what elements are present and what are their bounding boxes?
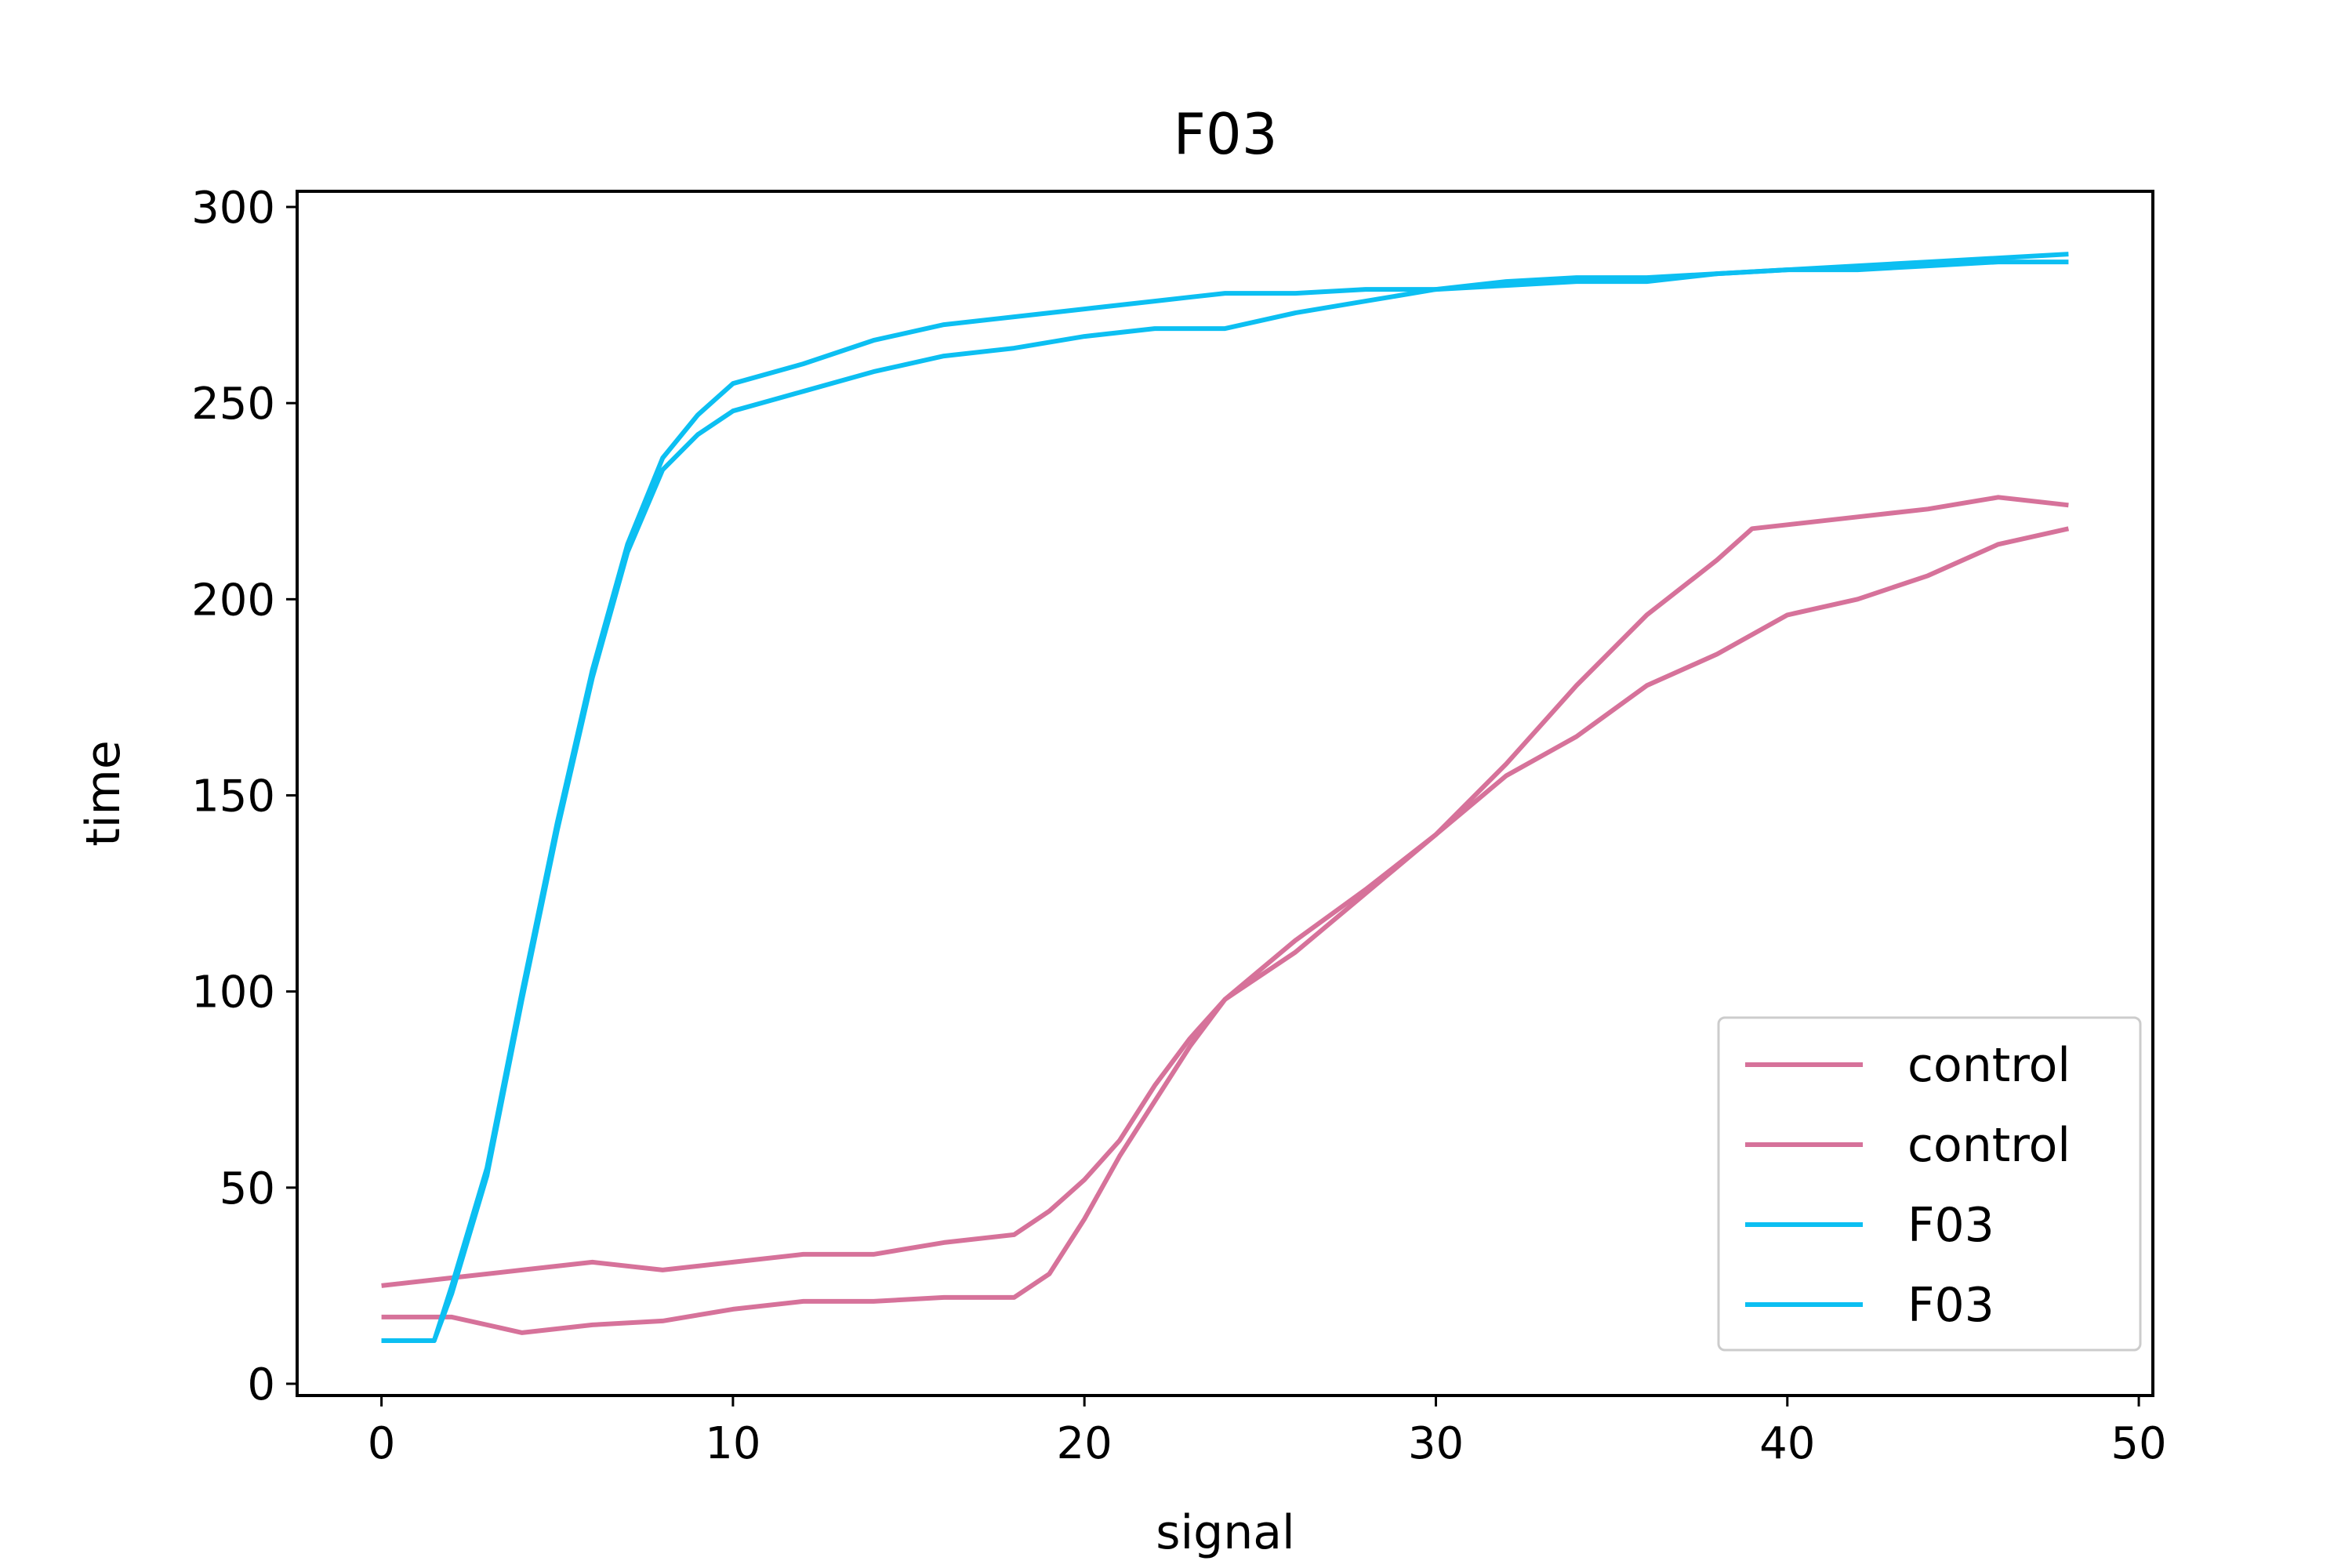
legend-label: F03 (1907, 1278, 1994, 1333)
x-tick-label: 30 (1408, 1418, 1464, 1469)
x-tick-label: 40 (1759, 1418, 1815, 1469)
y-tick-label: 50 (220, 1163, 275, 1214)
y-tick-label: 250 (191, 379, 275, 430)
y-tick-label: 300 (191, 183, 275, 234)
series-line-1 (381, 495, 2069, 1288)
legend-label: control (1907, 1038, 2071, 1093)
legend-label: control (1907, 1118, 2071, 1173)
y-tick-label: 0 (247, 1359, 275, 1410)
y-axis: 0 50 100 150 200 250 300 (191, 183, 297, 1410)
series-line-2 (381, 526, 2070, 1335)
x-tick-label: 10 (705, 1418, 760, 1469)
x-tick-label: 0 (368, 1418, 396, 1469)
legend-label: F03 (1907, 1198, 1994, 1253)
y-tick-label: 150 (191, 771, 275, 822)
y-axis-label: time (76, 740, 131, 847)
y-tick-label: 200 (191, 575, 275, 626)
y-tick-label: 100 (191, 967, 275, 1018)
plot-frame (296, 190, 2154, 1397)
chart-title: F03 (1173, 101, 1277, 167)
legend: control control F03 F03 (1717, 1016, 2142, 1352)
x-tick-label: 50 (2111, 1418, 2166, 1469)
x-tick-label: 20 (1057, 1418, 1112, 1469)
series-layer (381, 252, 2070, 1343)
x-axis: 0 10 20 30 40 50 (368, 1396, 2167, 1469)
legend-frame (1717, 1016, 2142, 1352)
x-axis-label: signal (1156, 1505, 1294, 1560)
series-line-4 (381, 260, 2069, 1343)
